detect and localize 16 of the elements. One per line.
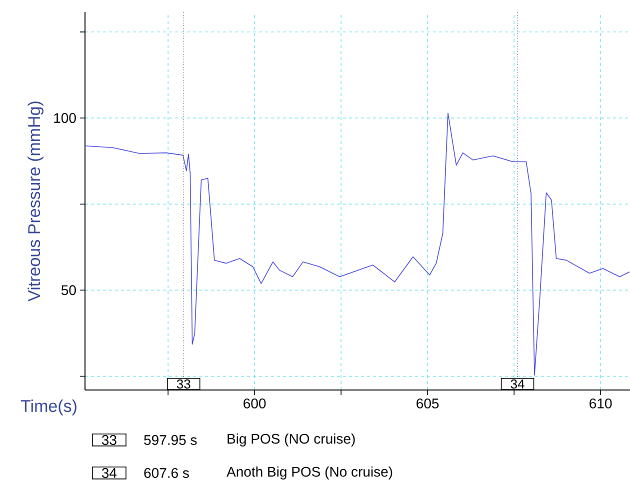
x-tick-label: 610 — [590, 398, 612, 408]
x-axis-title: Time(s) — [20, 400, 76, 416]
annotation: 34 — [510, 379, 524, 389]
y-axis-title: Vitreous Pressure (mmHg) — [28, 102, 44, 302]
text: Big POS (NO cruise) — [228, 433, 355, 447]
text: 597.95 s — [144, 435, 197, 445]
x-tick-label: 605 — [416, 398, 439, 408]
text: 33 — [102, 435, 116, 445]
annotation: 33 — [176, 379, 190, 389]
x-tick-label: 600 — [244, 398, 266, 408]
y-tick-label: 50 — [61, 285, 76, 296]
text: 34 — [102, 468, 117, 478]
line-series — [85, 112, 630, 376]
y-tick-label: 100 — [54, 113, 76, 123]
text: Anoth Big POS (No cruise) — [226, 466, 392, 480]
text: 607.6 s — [144, 468, 189, 478]
